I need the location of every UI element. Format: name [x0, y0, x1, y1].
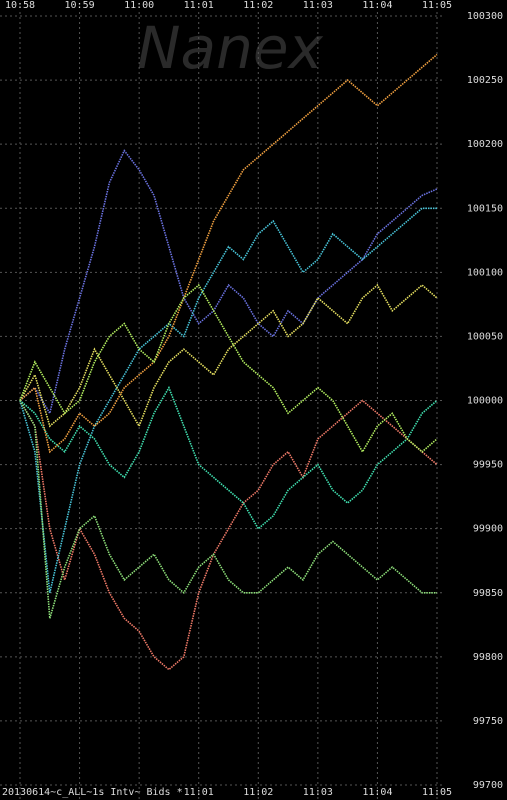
- x-tick-label-bottom: 11:03: [303, 787, 333, 798]
- x-tick-label: 11:03: [303, 0, 333, 11]
- series-line: [19, 399, 438, 671]
- y-tick-label: 99950: [473, 460, 503, 471]
- y-tick-label: 100100: [467, 267, 503, 278]
- y-tick-label: 99750: [473, 716, 503, 727]
- x-tick-label: 11:00: [124, 0, 154, 11]
- y-tick-label: 99850: [473, 588, 503, 599]
- y-tick-label: 99900: [473, 524, 503, 535]
- y-tick-label: 100050: [467, 331, 503, 342]
- x-tick-label: 10:59: [65, 0, 95, 11]
- x-tick-label-bottom: 11:01: [184, 787, 214, 798]
- x-tick-label: 11:02: [243, 0, 273, 11]
- x-tick-label: 11:05: [422, 0, 452, 11]
- y-tick-label: 100250: [467, 75, 503, 86]
- series-line: [19, 283, 438, 454]
- watermark: Nanex: [137, 14, 323, 82]
- y-tick-label: 100000: [467, 396, 503, 407]
- y-tick-label: 99700: [473, 780, 503, 791]
- y-tick-label: 100200: [467, 139, 503, 150]
- x-tick-label: 11:01: [184, 0, 214, 11]
- x-tick-label: 10:58: [5, 0, 35, 11]
- y-tick-label: 99800: [473, 652, 503, 663]
- footer: 20130614~c_ALL~1s Intv~ Bids *: [2, 787, 183, 798]
- y-tick-label: 100150: [467, 203, 503, 214]
- series-line: [19, 149, 438, 416]
- x-tick-label: 11:04: [362, 0, 392, 11]
- x-tick-label-bottom: 11:05: [422, 787, 452, 798]
- series-line: [19, 207, 437, 593]
- series-line: [19, 400, 437, 619]
- x-tick-label-bottom: 11:02: [243, 787, 273, 798]
- y-tick-label: 100300: [467, 11, 503, 22]
- series-line: [19, 53, 438, 454]
- series-line: [19, 283, 438, 428]
- x-tick-label-bottom: 11:04: [362, 787, 392, 798]
